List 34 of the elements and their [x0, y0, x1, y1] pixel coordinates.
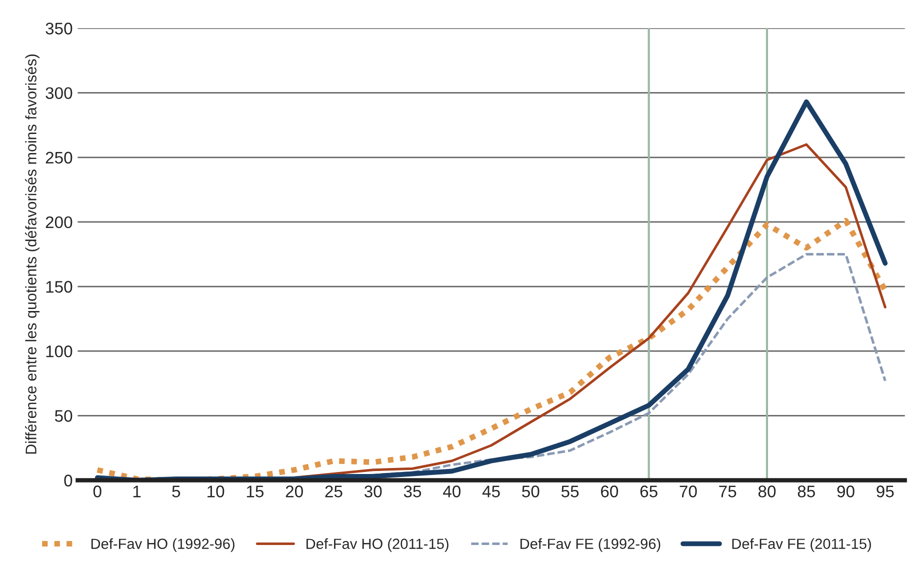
x-tick-label: 70	[680, 486, 697, 498]
x-tick-label: 5	[172, 486, 180, 498]
y-tick-label: 100	[46, 346, 72, 358]
x-tick-label: 85	[798, 486, 815, 498]
legend-label: Def-Fav HO (1992-96)	[91, 538, 234, 552]
x-tick-label: 75	[719, 486, 736, 498]
y-tick-label: 0	[64, 474, 72, 486]
x-tick-label: 60	[601, 486, 618, 498]
x-tick-label: 90	[837, 486, 854, 498]
x-tick-label: 65	[640, 486, 658, 498]
x-tick-label: 80	[758, 486, 776, 498]
y-tick-label: 350	[46, 22, 72, 34]
legend-label: Def-Fav FE (1992-96)	[520, 538, 660, 552]
y-tick-label: 300	[46, 87, 72, 100]
x-tick-label: 50	[522, 486, 540, 498]
x-tick-label: 55	[561, 486, 579, 498]
y-tick-label: 200	[46, 216, 72, 228]
y-tick-label: 250	[46, 152, 72, 164]
x-tick-label: 35	[404, 486, 422, 498]
x-tick-label: 1	[133, 486, 141, 498]
y-tick-label: 150	[46, 280, 72, 293]
x-tick-label: 30	[364, 486, 382, 498]
x-tick-label: 25	[325, 486, 342, 498]
x-tick-label: 45	[482, 486, 500, 498]
legend-label: Def-Fav HO (2011-15)	[306, 538, 448, 552]
legend-label: Def-Fav FE (2011-15)	[732, 538, 871, 552]
x-tick-label: 95	[876, 486, 894, 498]
x-tick-label: 15	[246, 486, 264, 498]
y-tick-label: 50	[54, 410, 72, 422]
x-tick-label: 0	[93, 486, 102, 498]
x-tick-label: 20	[286, 486, 303, 498]
x-tick-label: 40	[443, 486, 461, 498]
y-axis-title: Différence entre les quotients (défavorisés moins favorisés)	[25, 54, 40, 454]
x-tick-label: 10	[208, 486, 224, 498]
